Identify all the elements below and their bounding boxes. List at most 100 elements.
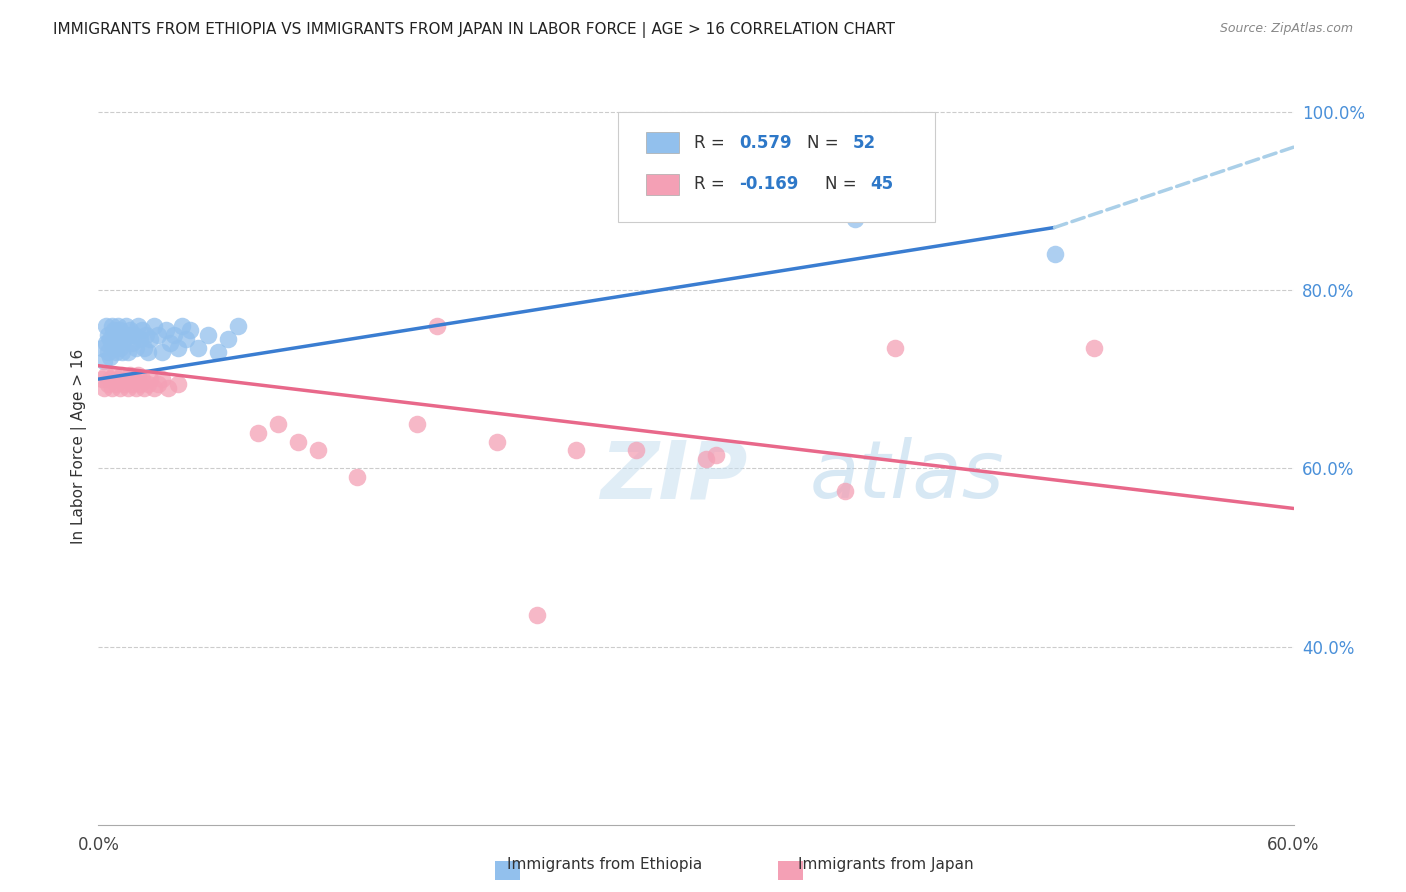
Point [136, 376, 159, 391]
Point [150, 372, 173, 386]
Point [127, 318, 149, 333]
Point [124, 327, 146, 342]
Point [125, 381, 148, 395]
Point [136, 345, 159, 359]
FancyBboxPatch shape [619, 112, 935, 222]
Point [103, 323, 125, 337]
Point [526, 608, 548, 623]
Point [121, 336, 143, 351]
Point [139, 372, 162, 386]
Point [115, 318, 138, 333]
Point [107, 318, 129, 333]
Point [174, 332, 197, 346]
Point [626, 443, 648, 458]
Text: atlas: atlas [810, 437, 1004, 516]
Point [307, 443, 329, 458]
Point [163, 327, 186, 342]
Point [143, 381, 166, 395]
Bar [645, 174, 679, 195]
Point [217, 332, 239, 346]
Point [103, 368, 125, 382]
Text: Immigrants from Japan: Immigrants from Japan [799, 857, 973, 872]
Point [93, 354, 115, 368]
Text: IMMIGRANTS FROM ETHIOPIA VS IMMIGRANTS FROM JAPAN IN LABOR FORCE | AGE > 16 CORR: IMMIGRANTS FROM ETHIOPIA VS IMMIGRANTS F… [53, 22, 896, 38]
Point [129, 332, 152, 346]
Point [884, 341, 907, 355]
Point [112, 332, 135, 346]
Point [287, 434, 309, 449]
Point [135, 327, 157, 342]
Point [834, 483, 856, 498]
Point [159, 336, 181, 351]
Point [97, 345, 120, 359]
Point [197, 327, 219, 342]
Point [406, 417, 429, 431]
Point [121, 376, 143, 391]
Point [704, 448, 727, 462]
Point [148, 327, 170, 342]
Point [124, 372, 146, 386]
Point [96, 368, 118, 382]
Point [117, 345, 139, 359]
Point [107, 372, 129, 386]
Point [167, 341, 190, 355]
Point [103, 341, 125, 355]
Text: R =: R = [693, 134, 730, 152]
Point [111, 368, 134, 382]
Point [131, 372, 153, 386]
Point [426, 318, 449, 333]
Text: Source: ZipAtlas.com: Source: ZipAtlas.com [1219, 22, 1353, 36]
Point [179, 323, 201, 337]
Bar [645, 132, 679, 153]
Point [97, 376, 120, 391]
Point [120, 368, 142, 382]
Point [129, 376, 152, 391]
Point [115, 372, 138, 386]
Text: ZIP: ZIP [600, 437, 748, 516]
Point [96, 318, 118, 333]
Point [155, 323, 177, 337]
Point [139, 332, 162, 346]
Point [157, 381, 180, 395]
Point [143, 318, 166, 333]
Point [134, 381, 156, 395]
Point [98, 372, 122, 386]
Point [267, 417, 290, 431]
Point [112, 376, 135, 391]
Point [117, 327, 139, 342]
Point [346, 470, 368, 484]
Point [127, 368, 149, 382]
Point [97, 327, 120, 342]
Text: N =: N = [825, 176, 862, 194]
Point [111, 345, 134, 359]
Point [695, 452, 717, 467]
Point [105, 327, 128, 342]
Text: 45: 45 [870, 176, 894, 194]
Point [172, 318, 194, 333]
Point [93, 381, 115, 395]
Point [105, 376, 128, 391]
Point [1083, 341, 1105, 355]
Point [110, 323, 132, 337]
Text: -0.169: -0.169 [740, 176, 799, 194]
Point [110, 381, 132, 395]
Point [246, 425, 269, 440]
Point [101, 336, 124, 351]
Point [98, 332, 122, 346]
Text: 0.579: 0.579 [740, 134, 792, 152]
Point [96, 336, 118, 351]
Text: 52: 52 [852, 134, 876, 152]
Point [844, 211, 866, 226]
Point [565, 443, 588, 458]
Point [134, 341, 156, 355]
Point [187, 341, 209, 355]
Point [110, 341, 132, 355]
Point [107, 332, 129, 346]
Point [125, 341, 148, 355]
Point [485, 434, 508, 449]
Point [111, 327, 134, 342]
Point [101, 381, 124, 395]
Point [91, 372, 114, 386]
Point [167, 376, 190, 391]
Text: N =: N = [807, 134, 844, 152]
